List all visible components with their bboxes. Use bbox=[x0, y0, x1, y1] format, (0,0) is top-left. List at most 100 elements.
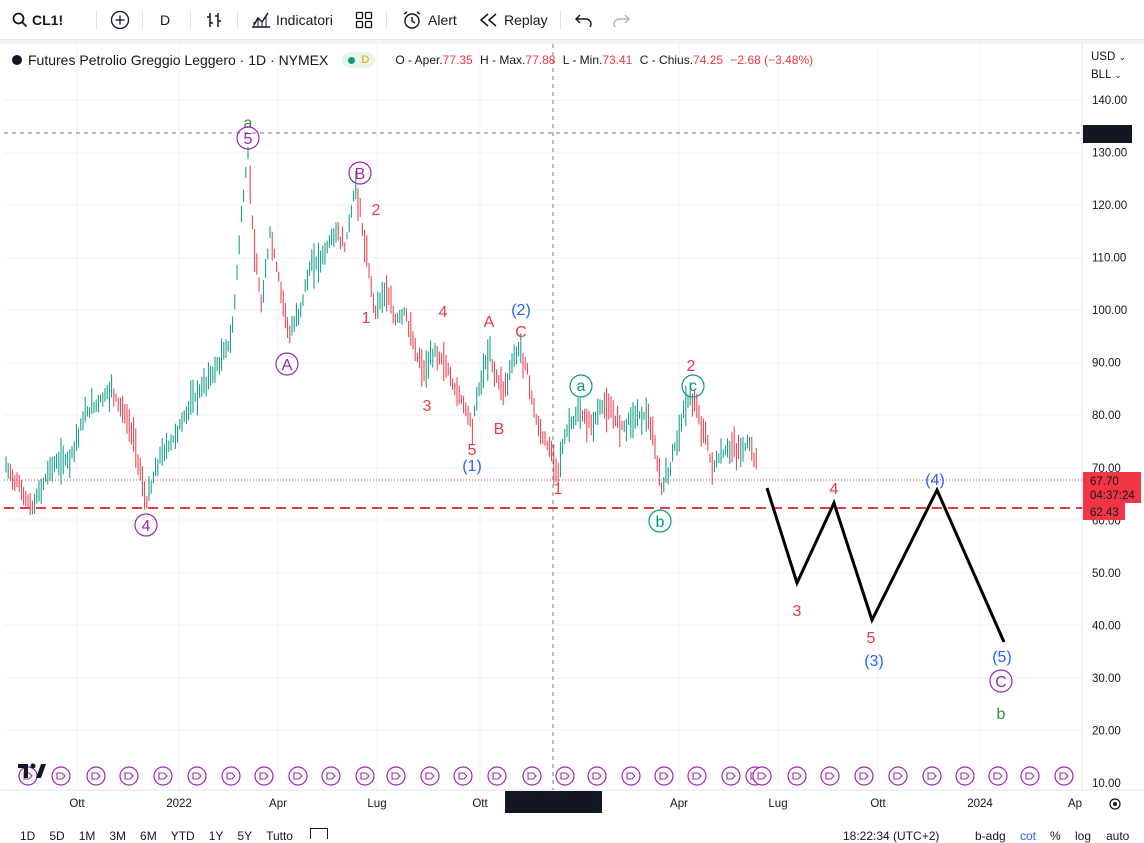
time-tick: 2022 bbox=[166, 798, 192, 810]
range-button[interactable]: 1M bbox=[78, 829, 96, 843]
event-icon[interactable] bbox=[587, 766, 607, 786]
percent-toggle[interactable]: % bbox=[1050, 829, 1061, 843]
indicators-button[interactable]: Indicatori bbox=[251, 0, 333, 40]
wave-label-red-1: 1 bbox=[362, 310, 371, 327]
replay-label: Replay bbox=[504, 12, 548, 28]
divider bbox=[190, 10, 191, 30]
indicators-label: Indicatori bbox=[276, 12, 333, 28]
event-icon[interactable] bbox=[988, 766, 1008, 786]
log-toggle[interactable]: log bbox=[1075, 829, 1092, 843]
redo-icon bbox=[613, 14, 630, 27]
projection-path[interactable] bbox=[765, 486, 1006, 643]
replay-button[interactable]: Replay bbox=[480, 0, 548, 40]
range-button[interactable]: 1D bbox=[20, 829, 36, 843]
event-icon[interactable] bbox=[752, 766, 772, 786]
event-icon[interactable] bbox=[288, 766, 308, 786]
event-icon[interactable] bbox=[86, 766, 106, 786]
event-icon[interactable] bbox=[522, 766, 542, 786]
templates-button[interactable] bbox=[355, 0, 373, 40]
alert-button[interactable]: Alert bbox=[402, 0, 457, 40]
price-tick: 20.00 bbox=[1092, 725, 1121, 737]
divider bbox=[386, 10, 387, 30]
wave-label-red-4: 4 bbox=[439, 304, 448, 321]
cot-toggle[interactable]: cot bbox=[1020, 829, 1037, 843]
event-icon[interactable] bbox=[254, 766, 274, 786]
calendar-icon[interactable] bbox=[310, 828, 328, 839]
range-button[interactable]: 1Y bbox=[208, 829, 224, 843]
adjust-toggle[interactable]: b-adg bbox=[975, 829, 1006, 843]
auto-toggle[interactable]: auto bbox=[1106, 829, 1130, 843]
price-tick: 120.00 bbox=[1092, 200, 1127, 212]
undo-button[interactable] bbox=[575, 0, 593, 40]
range-button[interactable]: 3M bbox=[109, 829, 127, 843]
event-icon[interactable] bbox=[955, 766, 975, 786]
search-icon bbox=[12, 12, 28, 28]
event-icon[interactable] bbox=[453, 766, 473, 786]
event-icon[interactable] bbox=[51, 766, 71, 786]
event-icon[interactable] bbox=[654, 766, 674, 786]
event-icon[interactable] bbox=[888, 766, 908, 786]
event-icon[interactable] bbox=[721, 766, 741, 786]
event-icon[interactable] bbox=[820, 766, 840, 786]
event-icon[interactable] bbox=[854, 766, 874, 786]
market-status-badge[interactable]: D bbox=[342, 52, 376, 68]
wave-label-red-B: B bbox=[494, 421, 505, 438]
currency-selector[interactable]: USD ⌄ BLL ⌄ bbox=[1091, 48, 1126, 84]
gear-icon bbox=[1109, 798, 1121, 810]
time-tick: Ap bbox=[1068, 798, 1082, 810]
time-label-crosshair: mar 06-12-2022 bbox=[505, 791, 602, 813]
event-icon[interactable] bbox=[1054, 766, 1074, 786]
time-axis[interactable]: Ott 2022 Apr Lug Ott Apr Lug Ott 2024 Ap bbox=[69, 798, 1082, 810]
event-icon[interactable] bbox=[687, 766, 707, 786]
event-icon-glyph bbox=[91, 772, 101, 780]
event-icon[interactable] bbox=[555, 766, 575, 786]
price-axis[interactable]: 140.00 130.00 120.00 110.00 100.00 90.00 80.00… bbox=[1092, 95, 1127, 790]
event-icon-glyph bbox=[592, 772, 602, 780]
close-value: 74.25 bbox=[693, 53, 724, 67]
wave-label-5-circ: 5 bbox=[244, 131, 253, 148]
time-tick: Apr bbox=[670, 798, 688, 810]
price-tick: 90.00 bbox=[1092, 358, 1121, 370]
event-icon[interactable] bbox=[621, 766, 641, 786]
redo-button[interactable] bbox=[612, 0, 630, 40]
range-button[interactable]: 5Y bbox=[237, 829, 253, 843]
crosshair-price-text: 133.56 bbox=[1092, 129, 1127, 141]
chart-type-button[interactable] bbox=[205, 0, 223, 40]
close-label: C - Chius. bbox=[639, 53, 694, 67]
bars-chart-icon bbox=[207, 13, 221, 27]
range-button[interactable]: 6M bbox=[140, 829, 157, 843]
compare-button[interactable] bbox=[110, 0, 130, 40]
event-icon-glyph bbox=[124, 772, 134, 780]
interval-label: D bbox=[160, 12, 171, 28]
event-icon[interactable] bbox=[1020, 766, 1040, 786]
event-icon[interactable] bbox=[153, 766, 173, 786]
event-icon-glyph bbox=[360, 772, 370, 780]
event-icon[interactable] bbox=[487, 766, 507, 786]
event-icon[interactable] bbox=[119, 766, 139, 786]
grid-lines bbox=[4, 44, 1082, 790]
wave-label-b-green: b bbox=[997, 706, 1006, 723]
range-button[interactable]: YTD bbox=[170, 829, 195, 843]
range-button[interactable]: 5D bbox=[49, 829, 65, 843]
chevron-down-icon: ⌄ bbox=[1118, 52, 1127, 62]
event-icon[interactable] bbox=[386, 766, 406, 786]
event-icon[interactable] bbox=[922, 766, 942, 786]
wave-label-blue-3: (3) bbox=[864, 653, 884, 670]
wave-label-C-circ: C bbox=[995, 674, 1007, 691]
symbol-search[interactable]: CL1! bbox=[12, 0, 63, 40]
interval-button[interactable]: D bbox=[160, 0, 170, 40]
price-tick: 40.00 bbox=[1092, 620, 1121, 632]
event-icon[interactable] bbox=[355, 766, 375, 786]
event-icon[interactable] bbox=[187, 766, 207, 786]
clock-text[interactable]: 18:22:34 (UTC+2) bbox=[843, 829, 940, 843]
axis-settings-button[interactable] bbox=[1109, 798, 1121, 810]
event-icon[interactable] bbox=[420, 766, 440, 786]
low-value: 73.41 bbox=[602, 53, 633, 67]
event-icon[interactable] bbox=[221, 766, 241, 786]
event-icon[interactable] bbox=[321, 766, 341, 786]
event-icon[interactable] bbox=[787, 766, 807, 786]
price-bars bbox=[5, 147, 757, 515]
range-button[interactable]: Tutto bbox=[266, 829, 293, 843]
level-price-text: 62.43 bbox=[1090, 507, 1119, 519]
